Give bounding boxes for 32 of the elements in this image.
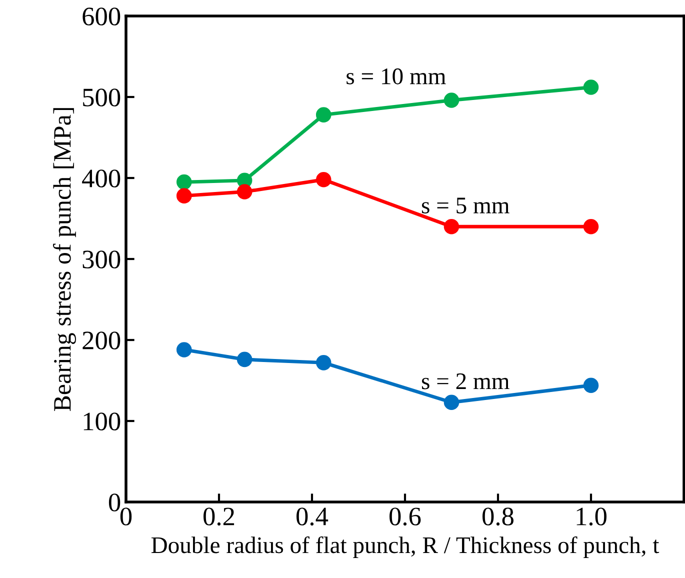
point [583, 378, 599, 393]
y-tick-label: 500 [83, 88, 120, 106]
point [176, 342, 192, 358]
y-tick-label: 300 [82, 250, 120, 268]
point [316, 355, 332, 370]
point [444, 394, 460, 410]
point [176, 188, 192, 204]
y-tick-label: 100 [84, 412, 120, 430]
x-tick-label: 0.2 [204, 508, 234, 526]
x-tick-label: 0.6 [390, 508, 421, 526]
x-axis-title: Double radius of flat punch, R / Thickness of punch, t [151, 536, 660, 558]
series-label: s = 5 mm [422, 198, 510, 214]
point [316, 107, 332, 122]
y-tick-label: 0 [108, 494, 120, 512]
point [176, 174, 192, 190]
series-label: s = 10 mm [346, 68, 446, 84]
point [236, 352, 252, 368]
x-tick-label: 0.4 [296, 508, 328, 526]
point [236, 184, 252, 200]
y-tick-label: 200 [82, 332, 120, 350]
point [316, 172, 332, 188]
x-tick-label: 0 [120, 508, 132, 526]
y-tick-label: 400 [82, 170, 120, 188]
x-tick-label: 1.0 [576, 508, 606, 526]
point [583, 80, 599, 95]
y-axis-title: Bearing stress of punch [MPa] [53, 108, 76, 412]
x-tick-label: 0.8 [482, 508, 514, 526]
point [444, 92, 460, 108]
y-tick-label: 600 [82, 8, 120, 26]
series-label: s = 2 mm [422, 373, 510, 390]
point [583, 218, 599, 234]
point [444, 218, 460, 234]
